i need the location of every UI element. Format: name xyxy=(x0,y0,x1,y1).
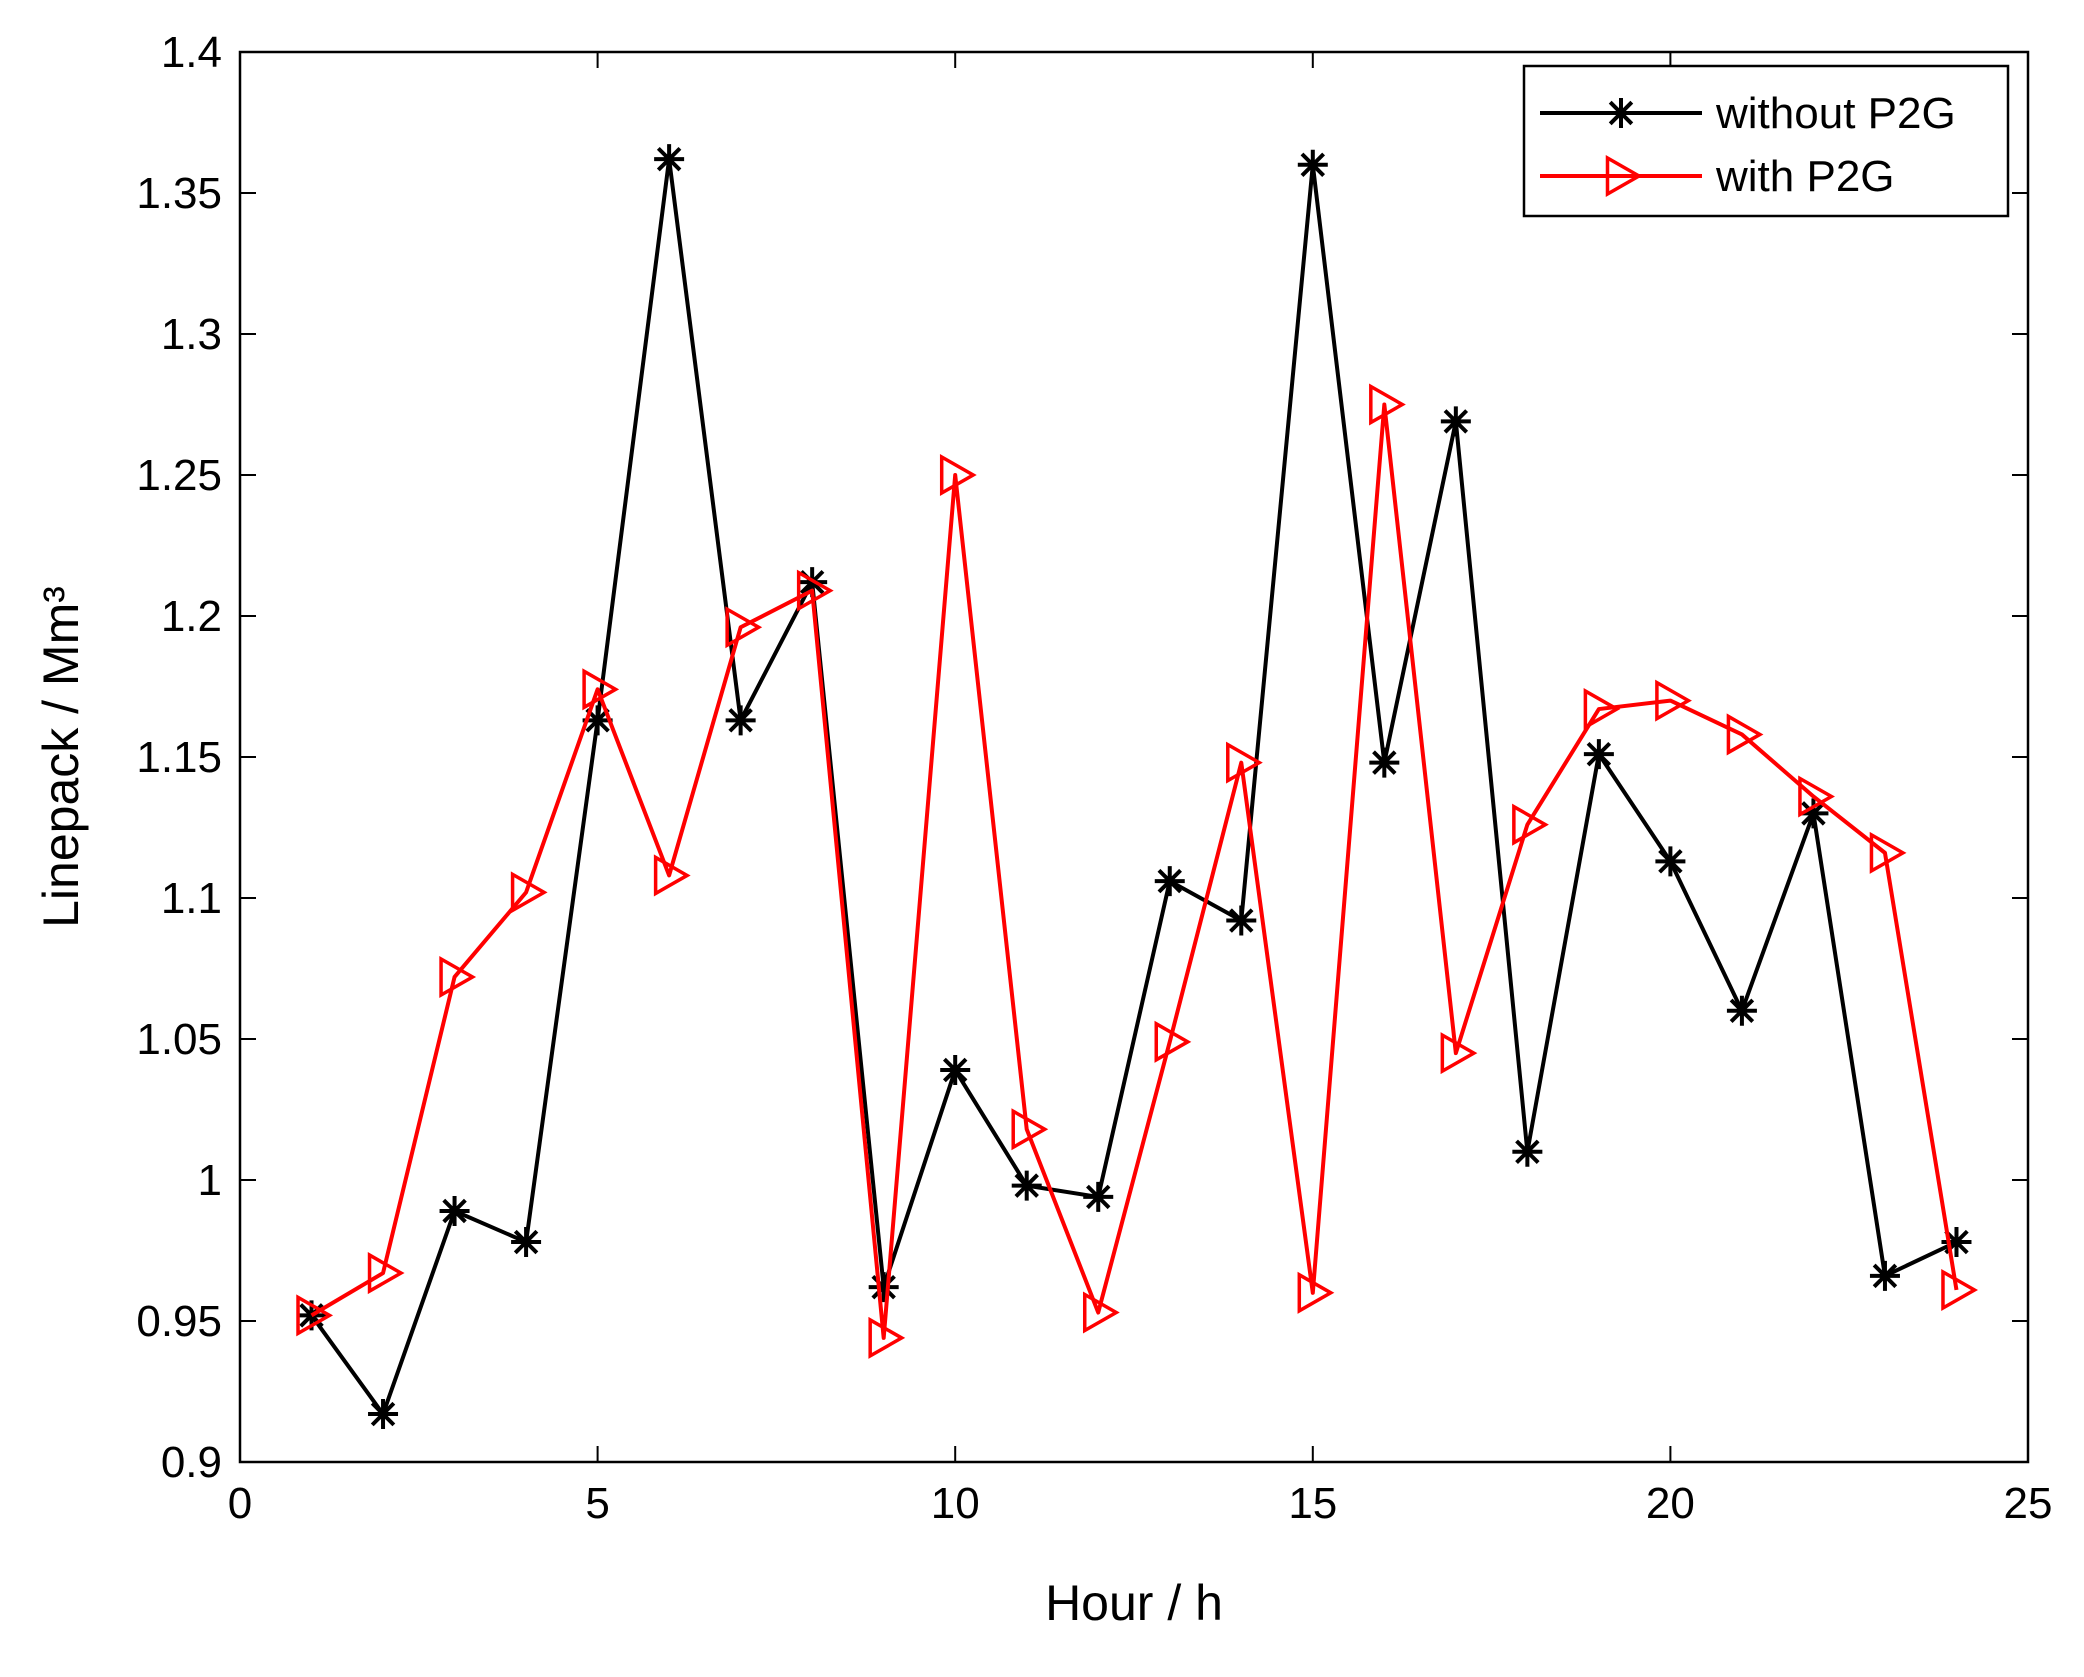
data-point-without-p2g xyxy=(1440,406,1471,437)
data-point-without-p2g xyxy=(940,1055,971,1086)
data-point-with-p2g xyxy=(439,955,477,998)
data-point-without-p2g xyxy=(868,1272,899,1303)
x-tick-label: 5 xyxy=(585,1479,609,1528)
y-axis-title: Linepack / Mm³ xyxy=(33,586,89,928)
data-point-with-p2g xyxy=(1941,1268,1979,1311)
data-point-with-p2g xyxy=(1583,688,1621,731)
y-tick-label: 1.15 xyxy=(136,733,222,782)
data-point-without-p2g xyxy=(511,1227,542,1258)
data-point-with-p2g xyxy=(653,854,691,897)
data-point-without-p2g xyxy=(1011,1170,1042,1201)
y-tick-label: 1 xyxy=(198,1156,222,1205)
data-point-without-p2g xyxy=(725,705,756,736)
data-point-without-p2g xyxy=(654,144,685,175)
data-point-with-p2g xyxy=(296,1294,334,1337)
data-point-with-p2g xyxy=(796,569,834,612)
data-point-without-p2g xyxy=(1798,798,1829,829)
data-point-without-p2g xyxy=(1369,747,1400,778)
data-point-with-p2g xyxy=(1869,831,1907,874)
data-point-with-p2g xyxy=(939,453,977,497)
y-tick-label: 1.1 xyxy=(161,874,222,923)
legend-label-with-p2g: with P2G xyxy=(1715,152,1895,201)
series-line-without-p2g xyxy=(309,157,1958,1417)
data-point-without-p2g xyxy=(1869,1260,1900,1291)
data-point-without-p2g xyxy=(1083,1181,1114,1212)
data-point-with-p2g xyxy=(1154,1020,1192,1063)
y-tick-label: 1.2 xyxy=(161,592,222,641)
data-point-without-p2g xyxy=(1154,866,1185,897)
data-point-with-p2g xyxy=(1297,1271,1335,1314)
data-point-with-p2g xyxy=(1440,1032,1478,1075)
x-tick-label: 0 xyxy=(228,1479,252,1528)
data-point-without-p2g xyxy=(1941,1227,1972,1258)
legend-box xyxy=(1522,64,2010,218)
data-point-with-p2g xyxy=(1798,775,1835,818)
data-point-without-p2g xyxy=(1726,995,1757,1026)
data-point-with-p2g xyxy=(1226,741,1263,784)
plot-area xyxy=(238,50,2030,1464)
series-layer xyxy=(296,144,1979,1430)
x-tick-label: 15 xyxy=(1288,1479,1337,1528)
data-point-with-p2g xyxy=(1369,383,1406,426)
legend-marker-without-p2g xyxy=(1606,98,1636,128)
legend: without P2G with P2G xyxy=(1522,64,2010,218)
data-point-with-p2g xyxy=(725,606,763,649)
data-point-with-p2g xyxy=(510,871,548,914)
data-point-with-p2g xyxy=(1726,713,1764,756)
y-tick-label: 0.95 xyxy=(136,1297,222,1346)
x-tick-label: 10 xyxy=(931,1479,980,1528)
data-point-with-p2g xyxy=(1011,1108,1049,1151)
data-point-without-p2g xyxy=(1512,1136,1543,1167)
data-point-with-p2g xyxy=(582,668,620,711)
legend-marker-with-p2g xyxy=(1605,154,1643,198)
data-point-with-p2g xyxy=(1512,803,1549,846)
legend-label-without-p2g: without P2G xyxy=(1715,89,1956,138)
data-point-with-p2g xyxy=(868,1316,906,1359)
data-point-without-p2g xyxy=(1297,149,1328,180)
y-tick-label: 1.05 xyxy=(136,1015,222,1064)
data-point-without-p2g xyxy=(1655,846,1686,877)
y-tick-label: 1.25 xyxy=(136,451,222,500)
data-point-without-p2g xyxy=(1583,739,1614,770)
data-point-with-p2g xyxy=(1082,1291,1120,1334)
x-axis-title: Hour / h xyxy=(1045,1575,1223,1631)
y-tick-label: 1.3 xyxy=(161,310,222,359)
series-line-with-p2g xyxy=(310,402,1959,1340)
y-tick-label: 1.4 xyxy=(161,28,222,77)
data-point-with-p2g xyxy=(1655,679,1692,722)
y-tick-label: 0.9 xyxy=(161,1438,222,1487)
x-tick-label: 20 xyxy=(1646,1479,1695,1528)
data-point-without-p2g xyxy=(582,705,613,736)
data-point-without-p2g xyxy=(368,1399,399,1430)
data-point-with-p2g xyxy=(367,1252,405,1295)
axis-ticks: 0 5 10 15 20 25 0.9 0.95 1 1.05 1.1 1.15 1.2 1.25 1.3 1… xyxy=(136,28,2052,1528)
x-tick-label: 25 xyxy=(2004,1479,2053,1528)
data-point-without-p2g xyxy=(439,1196,470,1227)
y-tick-label: 1.35 xyxy=(136,169,222,218)
data-point-without-p2g xyxy=(1226,905,1257,936)
